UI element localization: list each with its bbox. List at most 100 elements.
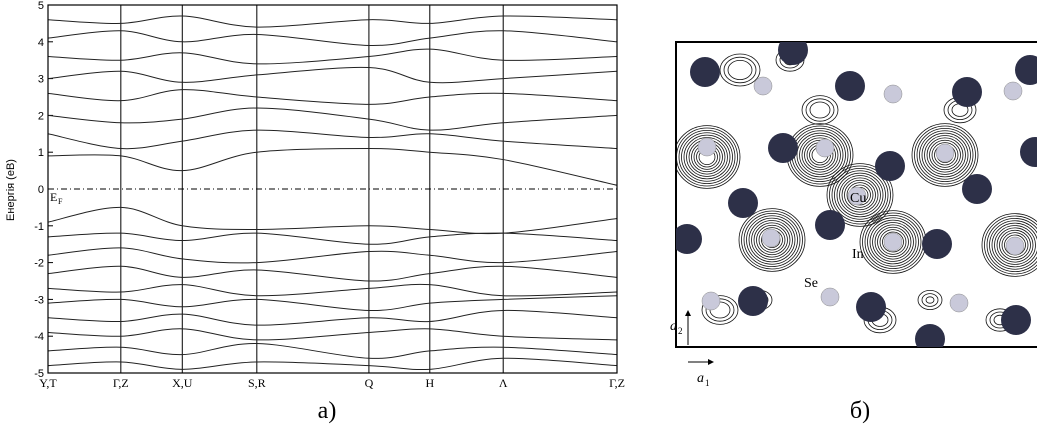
contour <box>882 231 904 253</box>
x-tick-label: X,U <box>172 376 193 390</box>
y-tick-label: 1 <box>38 147 44 159</box>
contour <box>801 137 839 173</box>
contour <box>911 123 979 187</box>
contour <box>705 298 735 322</box>
contour <box>984 215 1037 275</box>
contour <box>925 296 935 304</box>
band <box>48 283 617 297</box>
contour <box>999 229 1031 261</box>
y-tick-label: -3 <box>34 294 44 306</box>
axis-label: a <box>670 319 677 334</box>
atom-dark <box>922 229 952 259</box>
atom-dark <box>1015 55 1037 85</box>
contour <box>864 214 922 269</box>
contour <box>719 53 761 87</box>
band <box>48 107 617 131</box>
contour <box>756 224 788 256</box>
contour <box>753 222 791 258</box>
band <box>48 357 617 371</box>
contour <box>799 135 841 175</box>
contour <box>683 134 731 180</box>
contour <box>914 125 976 185</box>
atom-light <box>761 228 781 248</box>
caption: а) <box>318 398 337 424</box>
bands <box>48 15 617 371</box>
atom-dark <box>952 77 982 107</box>
band <box>48 148 617 186</box>
contour <box>917 289 943 310</box>
band <box>48 247 617 264</box>
band <box>48 48 617 65</box>
contour <box>994 225 1036 265</box>
y-tick-label: 0 <box>38 184 44 196</box>
y-tick-label: 2 <box>38 110 44 122</box>
atom-light <box>820 287 840 307</box>
contour <box>809 101 831 119</box>
band <box>48 89 617 105</box>
contour <box>1001 232 1029 258</box>
contour <box>874 224 912 260</box>
atom-dark <box>1020 137 1037 167</box>
contour <box>758 227 786 253</box>
contour <box>931 142 959 168</box>
contour <box>844 179 876 211</box>
contour <box>743 212 801 267</box>
contour <box>727 60 753 81</box>
contour <box>796 132 844 178</box>
band <box>48 30 617 46</box>
atom-label: Se <box>804 276 818 291</box>
band-plot: -5 -4 -3 -2 -1 0 1 2 3 4 5 Y,T Γ,Z X,U S,R Q H Λ Γ,Z E F <box>34 0 625 390</box>
band <box>48 129 617 150</box>
x-tick-label: Q <box>365 376 374 390</box>
atom-dark <box>915 324 945 347</box>
atom-dark <box>815 210 845 240</box>
contour <box>996 227 1034 263</box>
atom-dark <box>690 57 720 87</box>
x-tick-label: Λ <box>499 376 508 390</box>
contour <box>701 295 739 325</box>
contour <box>921 293 939 307</box>
contour <box>929 139 961 171</box>
y-tick-label: 4 <box>38 37 44 49</box>
atom-dark <box>778 42 808 65</box>
atom-light <box>883 232 903 252</box>
x-tick-label: S,R <box>248 376 266 390</box>
contour <box>867 217 919 267</box>
contour <box>681 132 733 182</box>
y-tick-label: -1 <box>34 221 44 233</box>
contour <box>805 98 835 122</box>
contour <box>829 165 891 225</box>
y-tick-label: -2 <box>34 258 44 270</box>
contour <box>831 167 889 222</box>
contour <box>751 220 793 260</box>
atom-dark <box>728 188 758 218</box>
contour <box>826 163 894 227</box>
contour <box>879 229 907 255</box>
band <box>48 232 617 245</box>
atom-dark <box>875 151 905 181</box>
contour <box>738 208 806 272</box>
atom-light <box>1005 236 1025 256</box>
contour <box>723 56 757 84</box>
axis-label-sub: 1 <box>705 378 710 388</box>
atom-light <box>883 84 903 104</box>
atom-light <box>815 138 835 158</box>
y-tick-label: -4 <box>34 331 44 343</box>
band <box>48 309 617 326</box>
x-tick-label: Γ,Z <box>113 376 129 390</box>
contour <box>919 130 971 180</box>
band <box>48 206 617 235</box>
contour <box>678 129 736 184</box>
x-tick-label: H <box>425 376 434 390</box>
atom-dark <box>1001 305 1031 335</box>
contour <box>989 220 1037 270</box>
axis-arrow-head <box>708 359 714 365</box>
contour <box>986 218 1037 272</box>
contour <box>834 170 886 220</box>
atom-light <box>847 186 867 206</box>
contour <box>916 127 974 182</box>
band <box>48 15 617 28</box>
atom-light <box>1003 81 1023 101</box>
axis-arrow-head <box>685 310 691 316</box>
